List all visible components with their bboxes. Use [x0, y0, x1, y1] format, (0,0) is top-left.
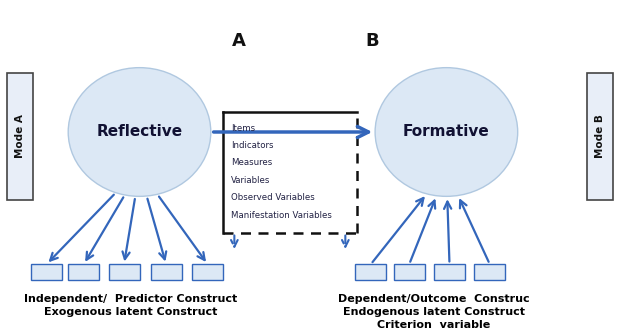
Bar: [192, 264, 223, 280]
Text: Items: Items: [231, 123, 255, 133]
Bar: [474, 264, 505, 280]
Text: Variables: Variables: [231, 176, 270, 185]
Text: Exogenous latent Construct: Exogenous latent Construct: [43, 307, 217, 317]
FancyArrowPatch shape: [213, 126, 368, 138]
Text: Dependent/Outcome  Construc: Dependent/Outcome Construc: [338, 294, 530, 304]
Bar: [108, 264, 140, 280]
Bar: [587, 73, 613, 200]
Ellipse shape: [68, 68, 211, 196]
Text: Mode B: Mode B: [595, 114, 604, 158]
Text: Observed Variables: Observed Variables: [231, 193, 314, 202]
Text: Indicators: Indicators: [231, 141, 273, 150]
Ellipse shape: [375, 68, 518, 196]
Text: Independent/  Predictor Construct: Independent/ Predictor Construct: [24, 294, 237, 304]
Bar: [434, 264, 465, 280]
Text: Formative: Formative: [403, 124, 490, 140]
Text: B: B: [365, 32, 379, 50]
Bar: [68, 264, 99, 280]
Bar: [31, 264, 62, 280]
Text: Criterion  variable: Criterion variable: [378, 320, 490, 330]
Bar: [151, 264, 182, 280]
Bar: [7, 73, 33, 200]
Text: Mode A: Mode A: [16, 114, 25, 158]
Text: A: A: [232, 32, 246, 50]
Text: Manifestation Variables: Manifestation Variables: [231, 211, 332, 220]
Text: Endogenous latent Construct: Endogenous latent Construct: [343, 307, 525, 317]
Text: Reflective: Reflective: [97, 124, 182, 140]
Bar: [355, 264, 386, 280]
Text: Measures: Measures: [231, 158, 272, 167]
Bar: [394, 264, 425, 280]
